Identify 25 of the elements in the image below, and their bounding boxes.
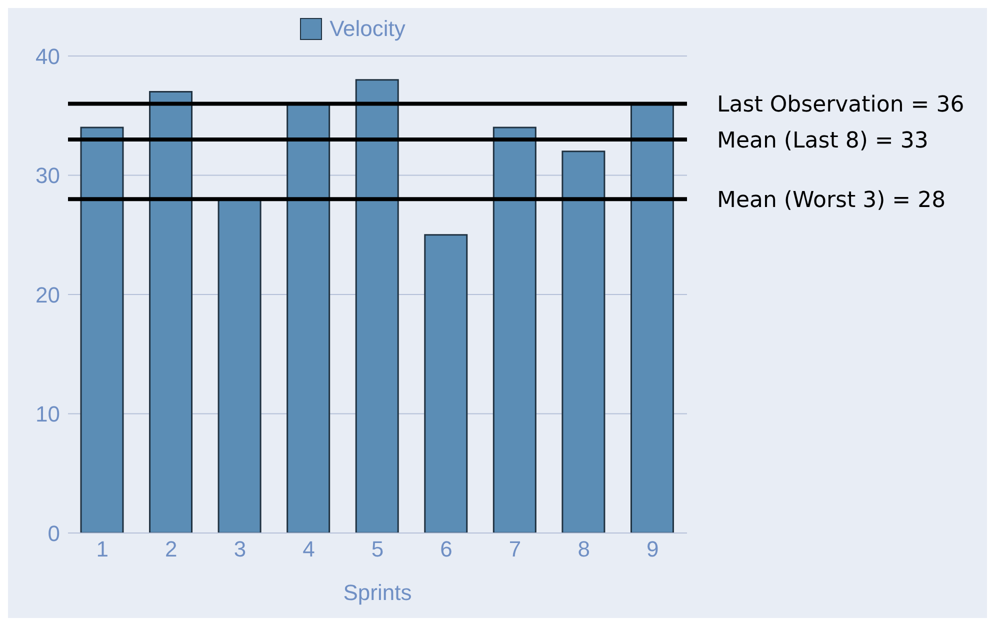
x-tick-label: 3 bbox=[234, 536, 246, 562]
ref-line-label: Mean (Worst 3) = 28 bbox=[717, 188, 946, 213]
bar bbox=[492, 126, 536, 533]
y-tick-label: 30 bbox=[36, 163, 60, 188]
x-tick-label: 4 bbox=[302, 536, 315, 562]
x-tick-label: 8 bbox=[578, 536, 590, 562]
ref-line-label: Mean (Last 8) = 33 bbox=[717, 128, 928, 154]
y-tick-label: 40 bbox=[36, 44, 60, 69]
x-tick-label: 9 bbox=[646, 536, 659, 562]
x-tick-label: 5 bbox=[371, 536, 384, 562]
x-tick-label: 2 bbox=[165, 536, 178, 562]
bar bbox=[355, 79, 399, 533]
ref-line-label: Last Observation = 36 bbox=[717, 92, 964, 118]
x-tick-label: 1 bbox=[96, 536, 109, 562]
bar bbox=[149, 91, 193, 533]
legend-label: Velocity bbox=[330, 16, 406, 42]
bar bbox=[80, 126, 124, 533]
y-tick-label: 20 bbox=[36, 282, 60, 308]
y-tick-label: 10 bbox=[36, 402, 60, 427]
bar bbox=[562, 150, 606, 533]
bar bbox=[424, 234, 468, 533]
y-tick-label: 0 bbox=[48, 520, 60, 546]
x-axis-title: Sprints bbox=[343, 580, 412, 605]
x-tick-label: 6 bbox=[440, 536, 452, 562]
x-tick-label: 7 bbox=[508, 536, 522, 562]
